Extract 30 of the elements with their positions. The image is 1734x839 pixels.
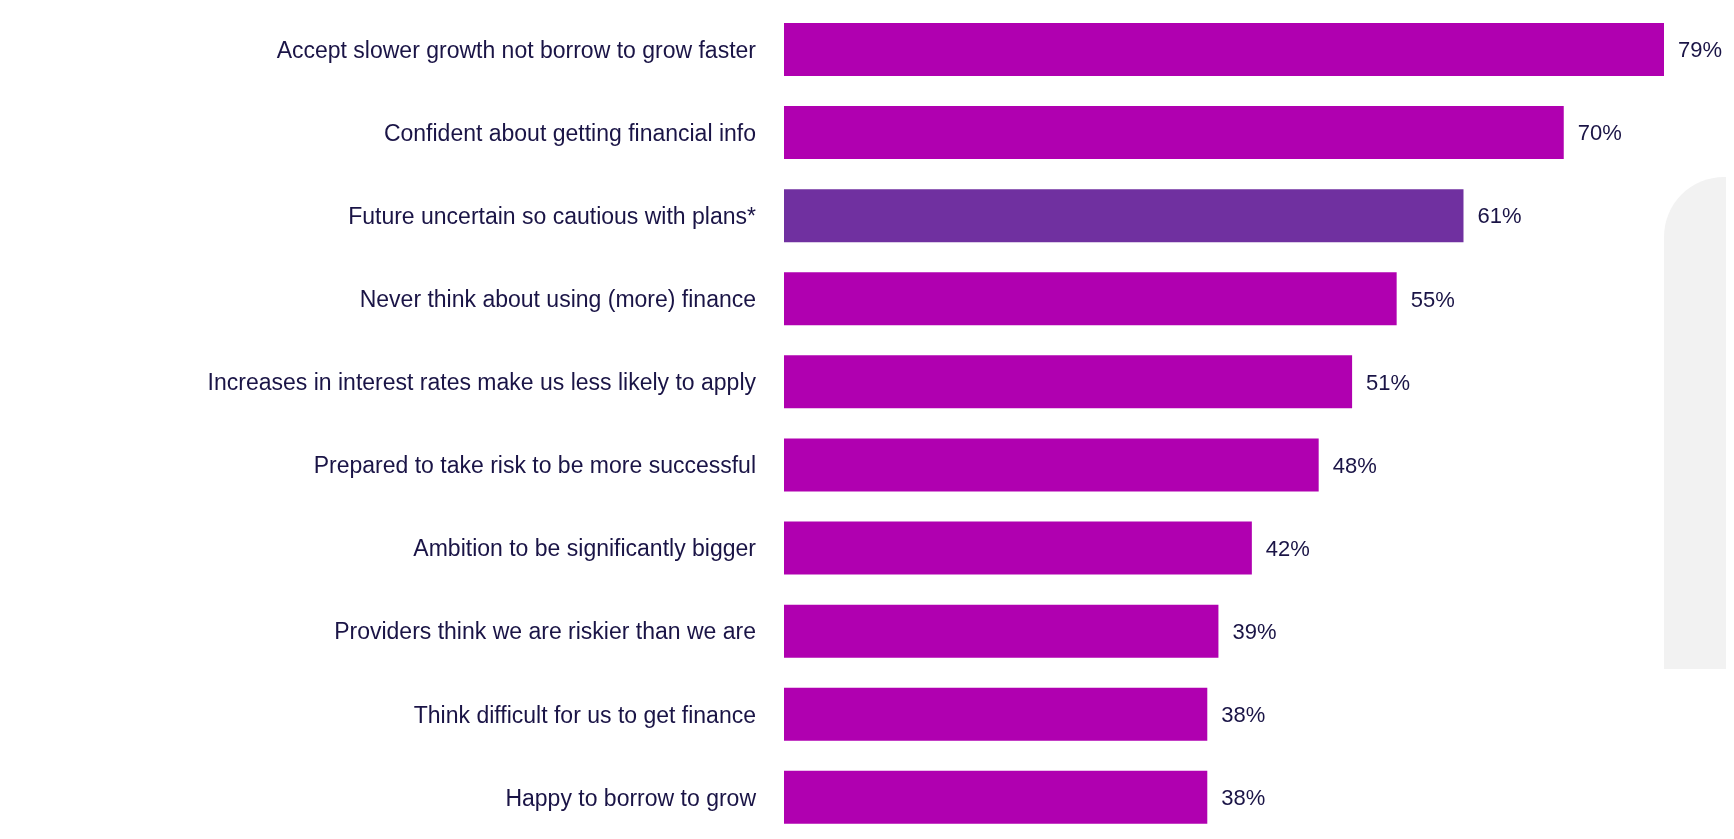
bar	[784, 770, 1208, 824]
bar	[784, 521, 1252, 575]
y-tick-label: Think difficult for us to get finance	[413, 701, 756, 728]
y-tick-label: Increases in interest rates make us less likely to apply	[207, 369, 757, 396]
bar	[784, 22, 1664, 76]
bar	[784, 272, 1397, 326]
y-tick-label: Providers think we are riskier than we are	[334, 618, 756, 645]
y-tick-label: Ambition to be significantly bigger	[413, 535, 757, 562]
data-label: 55%	[1410, 286, 1455, 312]
data-label: 38%	[1221, 785, 1266, 811]
y-tick-label: Happy to borrow to grow	[505, 784, 757, 811]
data-label: 48%	[1332, 452, 1377, 478]
y-tick-label: Prepared to take risk to be more successful	[313, 452, 756, 479]
bar	[784, 106, 1564, 160]
bar	[784, 438, 1319, 492]
data-label: 42%	[1265, 535, 1310, 561]
data-label: 61%	[1477, 203, 1522, 229]
y-tick-label: Future uncertain so cautious with plans*	[348, 202, 757, 229]
data-label: 38%	[1221, 702, 1266, 728]
bar	[784, 355, 1353, 409]
data-label: 51%	[1366, 369, 1411, 395]
bar	[784, 604, 1219, 658]
y-tick-label: Never think about using (more) finance	[359, 286, 756, 313]
y-tick-label: Confident about getting financial info	[383, 119, 756, 146]
bar	[784, 687, 1208, 741]
data-label: 39%	[1232, 618, 1277, 644]
bar	[784, 189, 1464, 243]
y-tick-label: Accept slower growth not borrow to grow faster	[276, 36, 757, 63]
data-label: 79%	[1678, 37, 1723, 63]
data-label: 70%	[1577, 120, 1622, 146]
